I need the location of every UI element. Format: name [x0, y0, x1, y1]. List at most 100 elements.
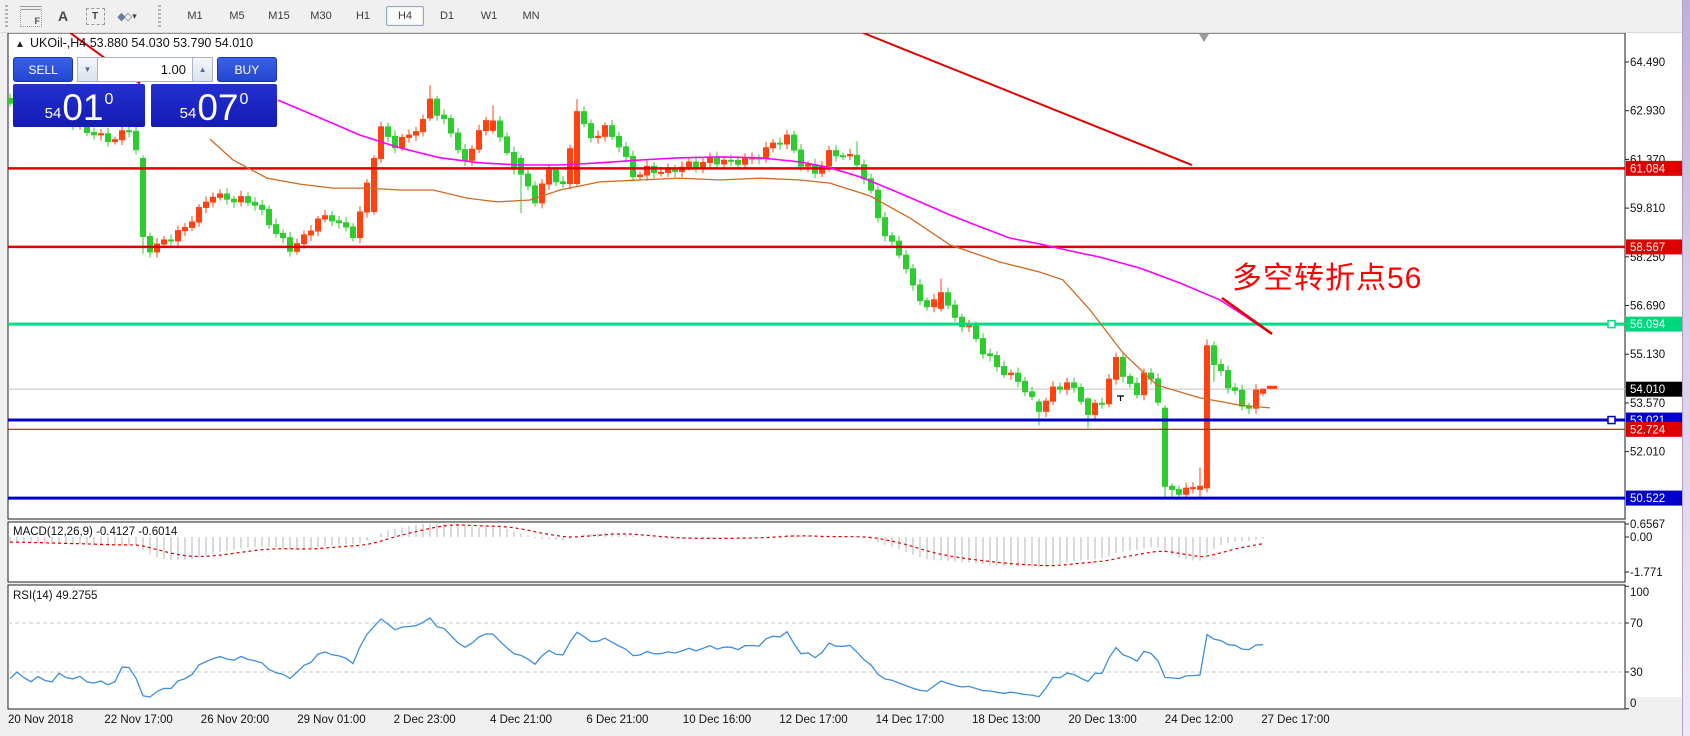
- chevron-down-icon[interactable]: ▾: [132, 10, 137, 21]
- macd-panel: [7, 521, 1626, 583]
- candle: [1001, 360, 1007, 378]
- candle: [889, 232, 895, 247]
- price-badge-56.094: [1626, 316, 1683, 332]
- price-axis-area[interactable]: [1626, 33, 1684, 697]
- toolbar-grip[interactable]: [4, 5, 11, 27]
- candle: [350, 223, 356, 242]
- candle: [1043, 397, 1049, 418]
- candle: [532, 181, 538, 207]
- volume-increase-button[interactable]: ▲: [192, 57, 214, 82]
- candle: [637, 171, 643, 181]
- rsi-scale-label: 100: [1630, 587, 1649, 599]
- candle: [427, 85, 433, 122]
- candle: [1239, 384, 1245, 411]
- hline-handle-pivot-56.094[interactable]: [1607, 319, 1616, 329]
- ask-price-dash: [1267, 385, 1277, 389]
- sell-button[interactable]: SELL: [13, 57, 74, 82]
- y-tick-label: 64.490: [1630, 57, 1665, 69]
- candle: [987, 348, 993, 362]
- price-badge-label: 50.522: [1630, 493, 1665, 505]
- candle: [1190, 482, 1196, 494]
- price-badge-54.010: [1626, 381, 1683, 397]
- candle: [1029, 386, 1035, 401]
- price-badge-61.084: [1626, 160, 1683, 176]
- shapes-tool-icon[interactable]: ◆◇ ▾: [117, 10, 137, 23]
- candle: [602, 122, 608, 142]
- tab-timeframe-m1[interactable]: M1: [187, 10, 203, 22]
- candle: [119, 124, 125, 145]
- candle: [539, 178, 545, 209]
- window-edge-scrollbar[interactable]: [1682, 0, 1690, 736]
- candle: [343, 217, 349, 232]
- candle: [791, 130, 797, 154]
- candle: [210, 192, 216, 208]
- candle: [1099, 397, 1105, 409]
- buy-price-display[interactable]: 54 07 0: [151, 84, 277, 127]
- macd-scale-label: 0.6567: [1630, 519, 1665, 531]
- hline-handle-support-53.021[interactable]: [1607, 415, 1616, 425]
- candle: [140, 155, 146, 254]
- candle: [259, 199, 265, 216]
- candle: [231, 195, 237, 208]
- candle: [945, 287, 951, 310]
- tab-timeframe-h4[interactable]: H4: [386, 6, 424, 26]
- candle: [1071, 377, 1077, 393]
- toolbar: F A T ◆◇ ▾ M1 M5 M15 M30 H1 H4 D1 W1 MN: [0, 0, 1683, 33]
- candle: [574, 99, 580, 187]
- tab-timeframe-d1[interactable]: D1: [439, 10, 455, 22]
- buy-button[interactable]: BUY: [216, 57, 277, 82]
- candle: [441, 109, 447, 125]
- label-tool-icon[interactable]: A: [57, 8, 69, 24]
- tab-timeframe-m30[interactable]: M30: [310, 10, 332, 22]
- candle: [1134, 377, 1140, 399]
- candle: [98, 129, 104, 141]
- candle: [560, 175, 566, 188]
- tab-timeframe-mn[interactable]: MN: [522, 10, 540, 22]
- toolbar-grip-2[interactable]: [157, 5, 164, 27]
- time-axis[interactable]: 20 Nov 2018 22 Nov 17:00 26 Nov 20:00 29 No…: [8, 714, 1330, 726]
- tab-timeframe-m15[interactable]: M15: [268, 10, 290, 22]
- tab-timeframe-w1[interactable]: W1: [480, 10, 498, 22]
- candle: [581, 106, 587, 128]
- macd-label: MACD(12,26,9) -0.4127 -0.6014: [13, 526, 178, 538]
- candle: [868, 173, 874, 194]
- candle: [1106, 374, 1112, 408]
- candle: [336, 215, 342, 229]
- candle: [1204, 339, 1210, 493]
- x-tick-label: 26 Nov 20:00: [201, 714, 269, 726]
- chart-object-t-marker[interactable]: [1117, 395, 1124, 401]
- candle: [616, 131, 622, 153]
- tab-timeframe-h1[interactable]: H1: [355, 10, 371, 22]
- moving-average-slow[interactable]: [277, 99, 1271, 334]
- x-tick-label: 20 Dec 13:00: [1068, 714, 1136, 726]
- chart-annotation-text[interactable]: 多空转折点56: [1232, 262, 1423, 295]
- candle: [322, 209, 328, 223]
- candle: [1015, 367, 1021, 388]
- candle: [833, 144, 839, 162]
- sell-price-display[interactable]: 54 01 0: [13, 84, 145, 127]
- price-badge-label: 54.010: [1630, 384, 1665, 396]
- tab-timeframe-m5[interactable]: M5: [229, 10, 245, 22]
- y-tick-label: 59.810: [1630, 203, 1665, 215]
- y-tick-label: 62.930: [1630, 106, 1665, 118]
- macd-scale-label: -1.771: [1630, 567, 1663, 579]
- candle: [280, 229, 286, 244]
- chart-shift-marker[interactable]: [1199, 34, 1209, 42]
- moving-average-fast[interactable]: [209, 138, 1271, 409]
- text-box-tool-icon[interactable]: T: [82, 4, 108, 28]
- collapse-icon[interactable]: ▲: [15, 39, 25, 50]
- candle: [952, 299, 958, 322]
- candle: [392, 130, 398, 154]
- candle: [567, 144, 573, 190]
- candle: [385, 122, 391, 143]
- candle: [273, 218, 279, 238]
- indicator-grid-icon[interactable]: F: [18, 4, 44, 28]
- volume-input[interactable]: [98, 57, 192, 82]
- trendline-turning-point[interactable]: [1221, 297, 1273, 335]
- volume-decrease-button[interactable]: ▼: [76, 57, 98, 82]
- rsi-line: [9, 617, 1264, 698]
- candle: [924, 297, 930, 311]
- candle: [357, 206, 363, 244]
